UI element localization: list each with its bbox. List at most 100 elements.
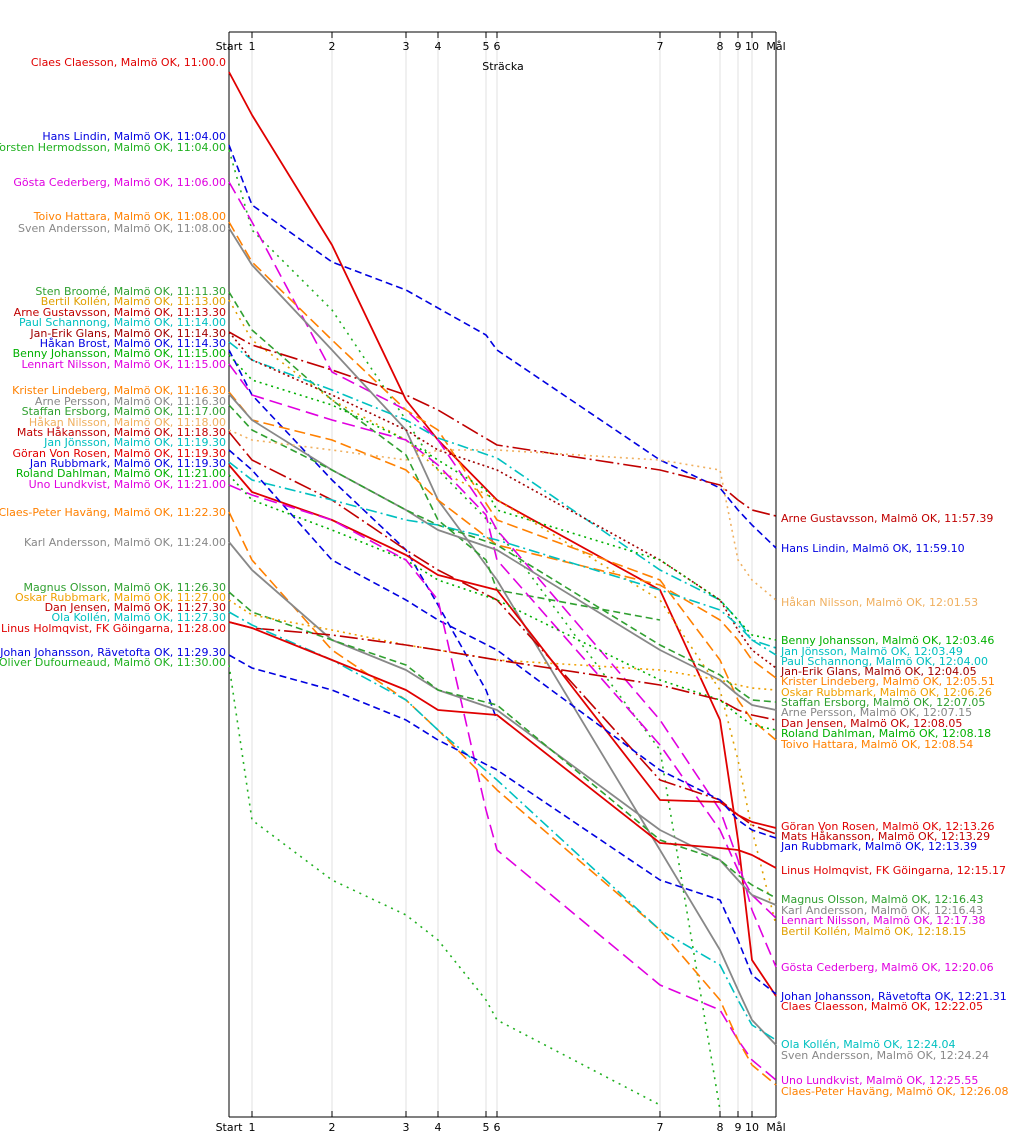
finish-label: Håkan Nilsson, Malmö OK, 12:01.53 [781,596,978,609]
series-line [228,363,777,919]
start-label: Jan Rubbmark, Malmö OK, 11:19.30 [29,457,226,470]
start-label: Claes-Peter Haväng, Malmö OK, 11:22.30 [0,506,226,519]
finish-label: Claes Claesson, Malmö OK, 12:22.05 [781,1000,983,1013]
start-label: Bertil Kollén, Malmö OK, 11:13.00 [41,295,226,308]
series-line [228,449,777,839]
series-line [228,599,777,691]
top-tick-label: 4 [435,40,442,53]
bottom-tick-label: 10 [745,1121,759,1134]
series-line [228,221,777,741]
start-label: Håkan Nilsson, Malmö OK, 11:18.00 [29,416,226,429]
finish-label: Magnus Olsson, Malmö OK, 12:16.43 [781,893,984,906]
finish-label: Staffan Ersborg, Malmö OK, 12:07.05 [781,696,985,709]
start-label: Ola Kollén, Malmö OK, 11:27.30 [52,611,226,624]
top-tick-label: 1 [249,40,256,53]
finish-label: Jan Jönsson, Malmö OK, 12:03.49 [780,645,963,658]
series-line [228,149,721,1111]
series-line [228,181,777,968]
start-label: Göran Von Rosen, Malmö OK, 11:19.30 [13,447,227,460]
finish-label: Dan Jensen, Malmö OK, 12:08.05 [781,717,962,730]
finish-label: Sven Andersson, Malmö OK, 12:24.24 [781,1049,989,1062]
bottom-tick-label: 3 [403,1121,410,1134]
start-label: Hans Lindin, Malmö OK, 11:04.00 [42,130,226,143]
series-line [228,71,777,997]
finish-label: Karl Andersson, Malmö OK, 12:16.43 [781,904,983,917]
series-line [228,299,777,926]
finish-label: Arne Gustavsson, Malmö OK, 11:57.39 [781,512,993,525]
start-label: Håkan Brost, Malmö OK, 11:14.30 [40,337,226,350]
bottom-tick-label: 4 [435,1121,442,1134]
start-label: Linus Holmqvist, FK Göingarna, 11:28.00 [1,622,226,635]
top-tick-label: 3 [403,40,410,53]
finish-label: Benny Johansson, Malmö OK, 12:03.46 [781,634,994,647]
series-lines [228,71,777,1111]
start-label: Torsten Hermodsson, Malmö OK, 11:04.00 [0,141,226,154]
finish-labels: Claes Claesson, Malmö OK, 12:22.05 Hans L… [780,512,1009,1098]
series-line [228,541,777,906]
top-tick-label: Start [216,40,244,53]
series-line [228,291,661,621]
start-label: Jan-Erik Glans, Malmö OK, 11:14.30 [29,327,226,340]
finish-label: Bertil Kollén, Malmö OK, 12:18.15 [781,925,966,938]
start-label: Mats Håkansson, Malmö OK, 11:18.30 [17,426,226,439]
top-tick-label: 5 [483,40,490,53]
series-line [228,144,777,549]
start-label: Arne Persson, Malmö OK, 11:16.30 [35,395,226,408]
top-tick-label: 6 [494,40,501,53]
start-label: Jan Jönsson, Malmö OK, 11:19.30 [43,436,226,449]
start-label: Magnus Olsson, Malmö OK, 11:26.30 [23,581,226,594]
start-label: Paul Schannong, Malmö OK, 11:14.00 [19,316,226,329]
start-label: Gösta Cederberg, Malmö OK, 11:06.00 [13,176,226,189]
series-line [228,484,777,1081]
top-tick-label: 8 [717,40,724,53]
bottom-tick-label: 9 [735,1121,742,1134]
finish-label: Toivo Hattara, Malmö OK, 12:08.54 [780,738,973,751]
finish-label: Roland Dahlman, Malmö OK, 12:08.18 [781,727,991,740]
bottom-tick-label: 7 [657,1121,664,1134]
bottom-tick-label: 6 [494,1121,501,1134]
finish-label: Göran Von Rosen, Malmö OK, 12:13.26 [781,820,995,833]
series-line [228,611,777,1041]
chart-gridlines [251,32,753,1117]
finish-label: Claes-Peter Haväng, Malmö OK, 12:26.08 [781,1085,1009,1098]
start-label: Oskar Rubbmark, Malmö OK, 11:27.00 [15,591,226,604]
top-tick-label: 7 [657,40,664,53]
finish-label: Ola Kollén, Malmö OK, 12:24.04 [781,1038,955,1051]
bottom-tick-label: Mål [766,1121,785,1134]
start-label: Arne Gustavsson, Malmö OK, 11:13.30 [14,306,226,319]
start-label: Sten Broomé, Malmö OK, 11:11.30 [35,285,226,298]
series-line [228,591,777,899]
finish-label: Paul Schannong, Malmö OK, 12:04.00 [781,655,988,668]
start-label: Toivo Hattara, Malmö OK, 11:08.00 [33,210,226,223]
series-line [228,429,777,601]
series-line [228,331,777,669]
series-line [228,621,777,869]
start-label: Staffan Ersborg, Malmö OK, 11:17.00 [22,405,226,418]
x-axis-label: Sträcka [482,60,524,73]
bottom-tick-label: 8 [717,1121,724,1134]
series-line [228,404,777,703]
start-label: Johan Johansson, Rävetofta OK, 11:29.30 [0,646,226,659]
bottom-tick-label: 1 [249,1121,256,1134]
series-line [228,511,777,1086]
top-tick-label: 2 [329,40,336,53]
start-label: Krister Lindeberg, Malmö OK, 11:16.30 [12,384,226,397]
start-label: Dan Jensen, Malmö OK, 11:27.30 [45,601,226,614]
finish-label: Johan Johansson, Rävetofta OK, 12:21.31 [780,990,1007,1003]
start-label: Roland Dahlman, Malmö OK, 11:21.00 [16,467,226,480]
finish-label: Jan Rubbmark, Malmö OK, 12:13.39 [780,840,977,853]
finish-label: Arne Persson, Malmö OK, 12:07.15 [781,706,972,719]
series-line [228,393,777,711]
start-label: Uno Lundkvist, Malmö OK, 11:21.00 [29,478,226,491]
start-label: Benny Johansson, Malmö OK, 11:15.00 [13,347,226,360]
series-line [228,331,777,517]
top-tick-label: Mål [766,40,785,53]
series-line [228,621,777,721]
finish-label: Hans Lindin, Malmö OK, 11:59.10 [781,542,965,555]
start-label: Claes Claesson, Malmö OK, 11:00.0 [31,56,226,69]
series-line [228,354,777,641]
bottom-tick-label: 2 [329,1121,336,1134]
top-tick-label: 9 [735,40,742,53]
